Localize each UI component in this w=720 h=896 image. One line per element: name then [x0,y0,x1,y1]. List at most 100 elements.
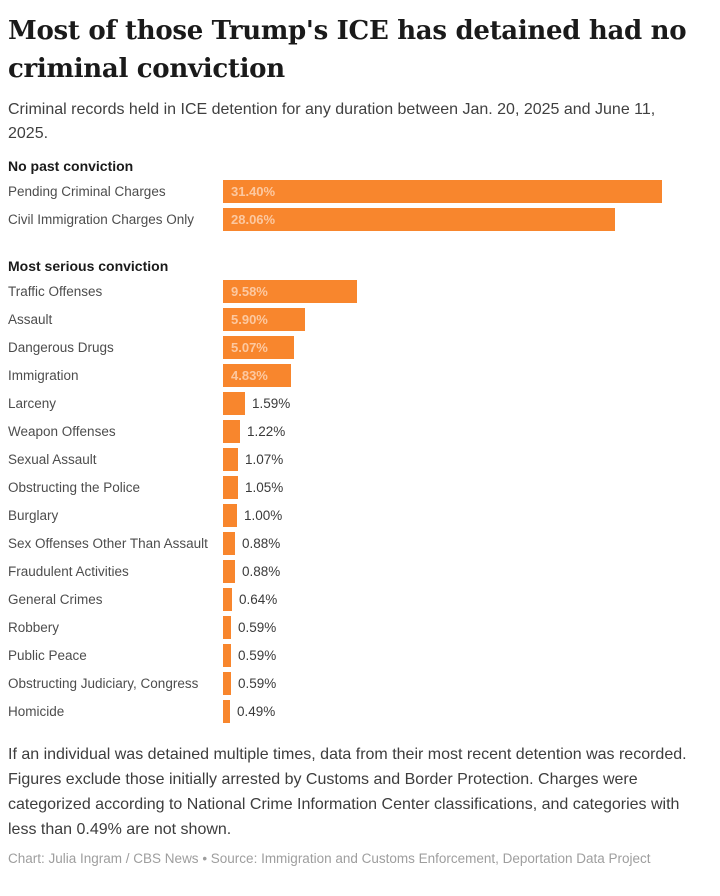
bar: 31.40% [223,180,662,203]
table-row: Civil Immigration Charges Only 28.06% [8,208,710,231]
bar-area: 5.07% [223,336,710,359]
bar [223,700,230,723]
bar [223,392,245,415]
bar [223,560,235,583]
value-label: 31.40% [231,184,276,199]
table-row: Immigration 4.83% [8,364,710,387]
bar-area: 0.88% [223,532,710,555]
bar [223,588,232,611]
value-label: 0.59% [238,676,277,691]
bar: 28.06% [223,208,615,231]
bar [223,672,231,695]
bar-area: 28.06% [223,208,710,231]
chart-container: Most of those Trump's ICE has detained h… [8,16,710,866]
bar-area: 0.64% [223,588,710,611]
value-label: 1.22% [247,424,286,439]
bar-area: 1.22% [223,420,710,443]
table-row: Pending Criminal Charges 31.40% [8,180,710,203]
table-row: Robbery 0.59% [8,616,710,639]
category-label: Larceny [8,395,57,411]
category-label: Obstructing the Police [8,479,141,495]
bar-area: 4.83% [223,364,710,387]
bar [223,476,238,499]
table-row: Fraudulent Activities 0.88% [8,560,710,583]
bar-area: 0.59% [223,672,710,695]
category-label: Traffic Offenses [8,283,103,299]
value-label: 1.59% [252,396,291,411]
table-row: Traffic Offenses 9.58% [8,280,710,303]
bar-area: 0.88% [223,560,710,583]
bar [223,532,235,555]
value-label: 28.06% [231,212,276,227]
category-label: Fraudulent Activities [8,563,129,579]
bar [223,420,240,443]
bar-area: 0.59% [223,616,710,639]
table-row: Sex Offenses Other Than Assault 0.88% [8,532,710,555]
value-label: 0.59% [238,648,277,663]
value-label: 5.90% [231,312,268,327]
value-label: 0.64% [239,592,278,607]
chart-title: Most of those Trump's ICE has detained h… [8,16,687,84]
bar-chart: No past conviction Pending Criminal Charg… [8,158,710,723]
bar-area: 31.40% [223,180,710,203]
value-label: 1.07% [245,452,284,467]
value-label: 9.58% [231,284,268,299]
section-header: Most serious conviction [8,258,169,274]
category-label: Sexual Assault [8,451,97,467]
table-row: Obstructing Judiciary, Congress 0.59% [8,672,710,695]
bar: 4.83% [223,364,291,387]
category-label: Civil Immigration Charges Only [8,211,195,227]
bar: 5.07% [223,336,294,359]
bar-area: 1.07% [223,448,710,471]
value-label: 4.83% [231,368,268,383]
table-row: Sexual Assault 1.07% [8,448,710,471]
category-label: General Crimes [8,591,103,607]
chart-notes: If an individual was detained multiple t… [8,746,687,838]
section-header: No past conviction [8,158,134,174]
bar: 9.58% [223,280,357,303]
bar [223,616,231,639]
category-label: Burglary [8,507,59,523]
bar-area: 1.00% [223,504,710,527]
category-label: Robbery [8,619,60,635]
table-row: General Crimes 0.64% [8,588,710,611]
chart-credit: Chart: Julia Ingram / CBS News • Source:… [8,851,651,866]
table-row: Public Peace 0.59% [8,644,710,667]
category-label: Pending Criminal Charges [8,183,166,199]
category-label: Public Peace [8,647,87,663]
bar [223,504,237,527]
bar-area: 5.90% [223,308,710,331]
value-label: 0.88% [242,536,281,551]
category-label: Homicide [8,703,65,719]
table-row: Obstructing the Police 1.05% [8,476,710,499]
category-label: Assault [8,311,53,327]
table-row: Assault 5.90% [8,308,710,331]
value-label: 0.59% [238,620,277,635]
table-row: Homicide 0.49% [8,700,710,723]
chart-section: No past conviction Pending Criminal Charg… [8,158,710,231]
table-row: Larceny 1.59% [8,392,710,415]
value-label: 1.00% [244,508,283,523]
table-row: Dangerous Drugs 5.07% [8,336,710,359]
category-label: Dangerous Drugs [8,339,114,355]
value-label: 0.88% [242,564,281,579]
table-row: Burglary 1.00% [8,504,710,527]
bar-area: 0.49% [223,700,710,723]
bar-area: 0.59% [223,644,710,667]
bar [223,644,231,667]
table-row: Weapon Offenses 1.22% [8,420,710,443]
bar [223,448,238,471]
value-label: 0.49% [237,704,276,719]
category-label: Weapon Offenses [8,423,116,439]
bar: 5.90% [223,308,305,331]
category-label: Obstructing Judiciary, Congress [8,675,199,691]
bar-area: 9.58% [223,280,710,303]
category-label: Sex Offenses Other Than Assault [8,535,208,551]
bar-area: 1.59% [223,392,710,415]
value-label: 1.05% [245,480,284,495]
value-label: 5.07% [231,340,268,355]
category-label: Immigration [8,367,79,383]
chart-section: Most serious conviction Traffic Offenses 9… [8,258,710,723]
chart-subtitle: Criminal records held in ICE detention f… [8,101,656,142]
bar-area: 1.05% [223,476,710,499]
